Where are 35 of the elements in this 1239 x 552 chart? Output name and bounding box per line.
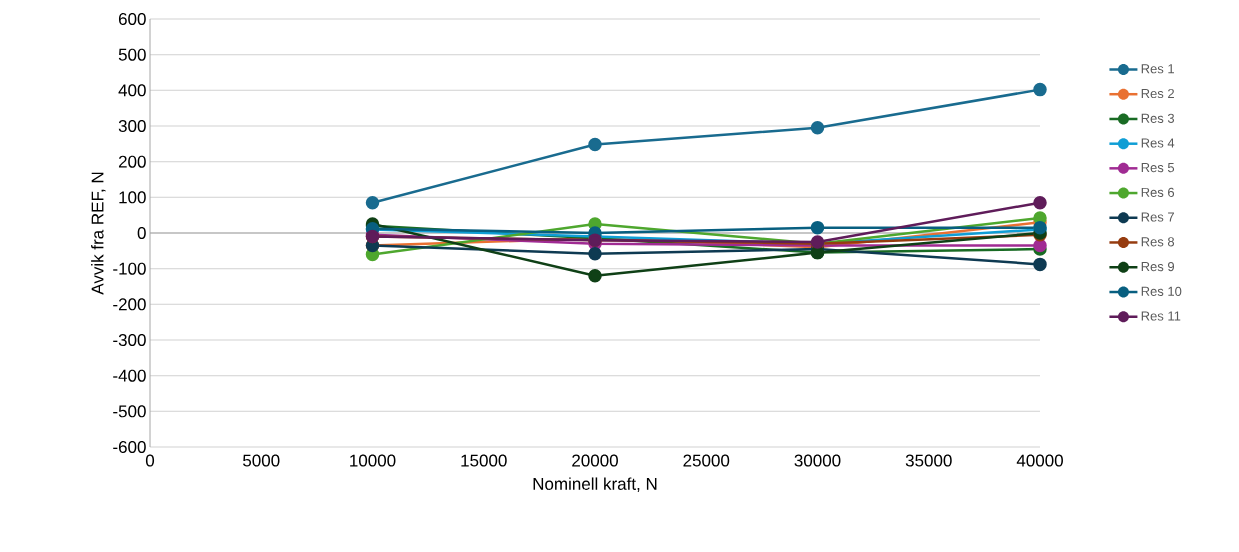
legend-label: Res 3 bbox=[1141, 113, 1175, 123]
x-tick-label: 15000 bbox=[461, 454, 507, 467]
y-tick-label: -300 bbox=[113, 333, 146, 347]
x-tick-label: 5000 bbox=[243, 454, 280, 467]
y-tick-label: 300 bbox=[118, 119, 146, 133]
y-tick-label: -200 bbox=[113, 298, 146, 311]
y-tick-label: 200 bbox=[118, 155, 146, 168]
legend-label: Res 8 bbox=[1141, 237, 1175, 247]
x-tick-label: 25000 bbox=[683, 454, 730, 467]
legend-label: Res 7 bbox=[1141, 212, 1174, 222]
x-tick-label: 30000 bbox=[794, 454, 841, 467]
x-tick-label: 0 bbox=[145, 454, 155, 467]
y-tick-label: 400 bbox=[118, 84, 146, 97]
y-tick-label: -100 bbox=[113, 262, 146, 275]
legend-label: Res 9 bbox=[1141, 261, 1175, 272]
legend-label: Res 6 bbox=[1141, 187, 1175, 197]
legend-label: Res 11 bbox=[1141, 311, 1181, 321]
x-axis-title: Nominell kraft, N bbox=[533, 477, 657, 492]
x-tick-label: 10000 bbox=[350, 454, 396, 467]
x-tick-label: 40000 bbox=[1016, 454, 1063, 467]
y-tick-label: 100 bbox=[119, 191, 146, 204]
y-tick-label: -400 bbox=[113, 369, 146, 382]
y-tick-label: -600 bbox=[113, 440, 146, 454]
y-tick-label: -500 bbox=[113, 405, 146, 418]
legend-label: Res 1 bbox=[1141, 64, 1174, 74]
legend-label: Res 5 bbox=[1141, 163, 1175, 173]
legend-label: Res 10 bbox=[1141, 286, 1182, 296]
legend-label: Res 4 bbox=[1141, 138, 1175, 148]
x-tick-label: 35000 bbox=[905, 454, 952, 467]
x-tick-label: 20000 bbox=[572, 454, 618, 467]
y-tick-label: 500 bbox=[118, 48, 146, 61]
y-axis-title: Avvik fra REF, N bbox=[91, 172, 106, 295]
y-tick-label: 0 bbox=[137, 226, 146, 240]
legend-label: Res 2 bbox=[1141, 88, 1174, 99]
y-tick-label: 600 bbox=[118, 12, 146, 26]
